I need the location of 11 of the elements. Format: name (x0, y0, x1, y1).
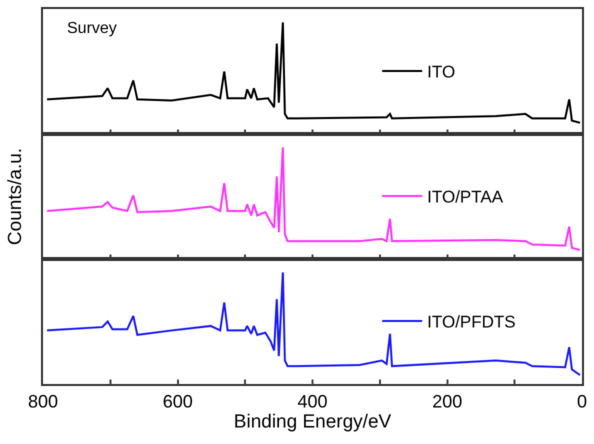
legend-label: ITO/PFDTS (427, 312, 516, 332)
x-tick-label: 200 (432, 391, 462, 412)
y-axis-title: Counts/a.u. (5, 148, 26, 246)
x-tick-label: 600 (162, 391, 193, 412)
x-tick-label: 0 (576, 391, 588, 412)
legend-label: ITO (427, 62, 456, 82)
x-axis-title: Binding Energy/eV (234, 412, 392, 433)
x-tick-label: 800 (28, 391, 58, 412)
chart-title: Survey (67, 20, 117, 37)
legend-label: ITO/PTAA (427, 188, 504, 207)
x-tick-label: 400 (297, 391, 328, 412)
